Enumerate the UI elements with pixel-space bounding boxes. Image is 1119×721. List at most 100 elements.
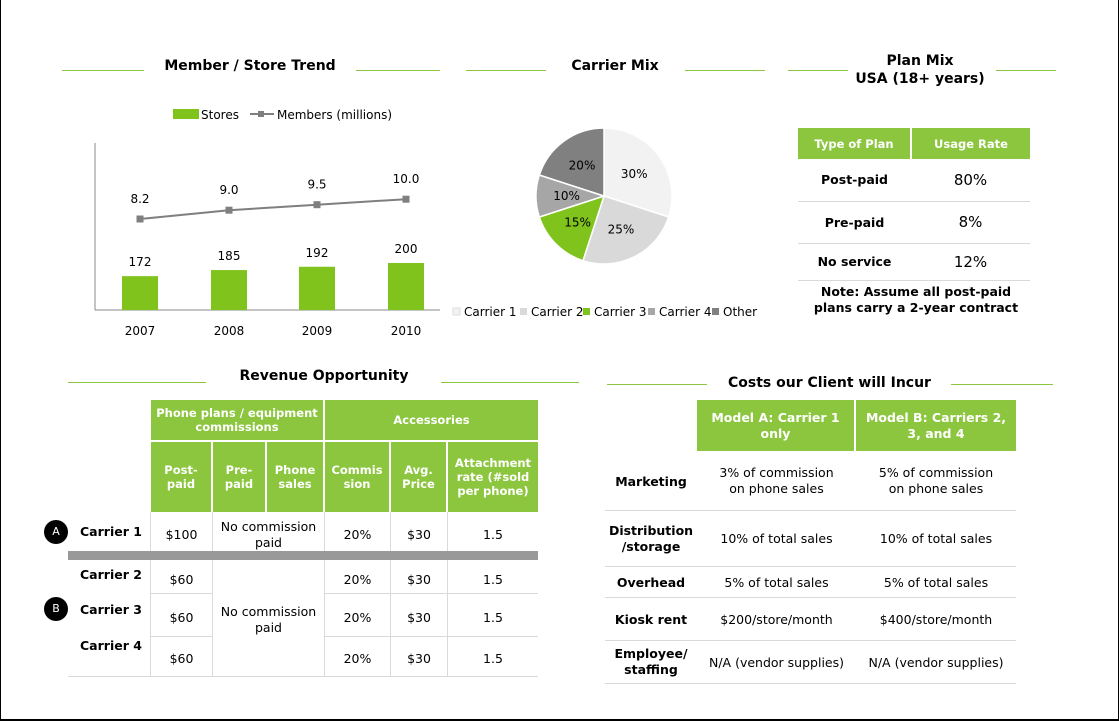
attach-cell: 1.5 <box>483 527 503 542</box>
grid-line <box>325 593 538 594</box>
stores-value-label: 172 <box>129 255 152 269</box>
no-commission-cell: No commission paid <box>220 604 317 635</box>
table-row: No service 12% <box>798 243 1030 280</box>
col-header-attachment: Attachment rate (#sold per phone) <box>448 442 538 512</box>
members-value-label: 8.2 <box>130 192 149 206</box>
legend-stores-label: Stores <box>201 108 239 122</box>
stores-value-label: 185 <box>218 249 241 263</box>
revenue-title: Revenue Opportunity <box>239 368 409 384</box>
revenue-table: Phone plans / equipment commissions Acce… <box>68 400 538 677</box>
x-tick-label: 2010 <box>391 324 422 338</box>
carrier-label: Carrier 1 <box>80 524 142 539</box>
carrier-mix-pie-chart: 30% 25% 15% 10% 20% Carrier 1 Carrier 2 Carrie… <box>452 127 757 319</box>
postpaid-cell: $60 <box>169 651 194 666</box>
pie-legend-swatch <box>452 307 461 316</box>
model-a-cell: $200/store/month <box>720 611 833 627</box>
x-tick-label: 2008 <box>214 324 245 338</box>
model-a-cell: 10% of total sales <box>720 531 833 546</box>
costs-title: Costs our Client will Incur <box>728 375 931 391</box>
pie-legend-label: Carrier 1 <box>464 305 517 319</box>
col-header-commission: Commis sion <box>325 442 389 512</box>
members-point <box>313 201 321 209</box>
title-rule-left <box>607 384 707 385</box>
stores-value-label: 200 <box>395 242 418 256</box>
usage-rate-cell: 8% <box>958 213 983 231</box>
table-row: Pre-paid 8% <box>798 201 1030 243</box>
carrier-label: Carrier 3 <box>80 602 142 617</box>
grid-line <box>605 683 1016 684</box>
x-tick-label: 2007 <box>125 324 156 338</box>
price-cell: $30 <box>407 572 431 587</box>
members-point <box>402 195 410 203</box>
plan-mix-title: Plan Mix USA (18+ years) <box>845 52 995 88</box>
col-header-phone-sales: Phone sales <box>267 442 323 512</box>
grid-line <box>150 512 151 677</box>
carrier-mix-title: Carrier Mix <box>571 58 659 74</box>
group-header-accessories: Accessories <box>325 400 538 440</box>
model-b-cell: 10% of total sales <box>879 531 993 546</box>
legend-members-marker <box>258 111 264 117</box>
attach-cell: 1.5 <box>483 572 503 587</box>
chart-legend: Stores Members (millions) <box>173 108 392 122</box>
title-rule-right <box>356 70 440 71</box>
model-a-cell: 3% of commission on phone sales <box>719 465 834 496</box>
plan-type-cell: Post-paid <box>821 172 888 188</box>
carrier-label: Carrier 2 <box>80 567 142 582</box>
pie-value-label: 15% <box>564 215 591 229</box>
cost-label: Employee/ staffing <box>614 646 688 677</box>
plan-type-header: Type of Plan <box>798 128 912 159</box>
marker-a: A <box>44 520 68 544</box>
stores-bar <box>388 263 424 310</box>
grid-line <box>605 640 1016 641</box>
commission-cell: 20% <box>343 651 372 666</box>
stores-bar <box>299 266 335 310</box>
members-value-label: 9.5 <box>307 178 326 192</box>
pie-value-label: 30% <box>621 167 648 181</box>
col-header-prepaid: Pre- paid <box>213 442 265 512</box>
x-tick-label: 2009 <box>302 324 333 338</box>
col-header-avg-price: Avg. Price <box>391 442 446 512</box>
grid-line <box>447 512 448 677</box>
frame-left-border <box>0 0 1 721</box>
plan-type-cell: Pre-paid <box>824 214 885 230</box>
grid-line <box>325 636 538 637</box>
carrier-label: Carrier 4 <box>80 638 142 653</box>
title-rule-right <box>996 70 1056 71</box>
cost-label: Kiosk rent <box>614 611 688 627</box>
plan-mix-title-line2: USA (18+ years) <box>855 71 985 87</box>
pie-legend-label: Carrier 3 <box>594 305 647 319</box>
price-cell: $30 <box>407 651 431 666</box>
grid-line <box>605 597 1016 598</box>
price-cell: $30 <box>407 610 431 625</box>
title-rule-left <box>788 70 848 71</box>
grid-line <box>605 566 1016 567</box>
pie-legend-swatch <box>712 308 719 315</box>
attach-cell: 1.5 <box>483 610 503 625</box>
model-b-cell: N/A (vendor supplies) <box>868 654 1004 670</box>
pie-legend-label: Other <box>723 305 757 319</box>
grid-line <box>212 512 213 677</box>
stores-value-label: 192 <box>306 246 329 260</box>
member-store-chart: Stores Members (millions) 172 185 192 200 8… <box>94 108 440 338</box>
group-header-phone: Phone plans / equipment commissions <box>151 400 323 440</box>
pie-value-label: 10% <box>553 189 580 203</box>
attach-cell: 1.5 <box>483 651 503 666</box>
title-rule-left <box>62 70 144 71</box>
usage-rate-cell: 12% <box>953 252 988 271</box>
pie-legend-label: Carrier 2 <box>531 305 584 319</box>
table-row: Post-paid 80% <box>798 159 1030 201</box>
commission-cell: 20% <box>343 572 372 587</box>
col-header-postpaid: Post- paid <box>151 442 211 512</box>
pie-slice <box>538 127 605 198</box>
postpaid-cell: $60 <box>169 610 194 625</box>
members-value-label: 9.0 <box>219 183 238 197</box>
model-a-cell: 5% of total sales <box>724 574 829 590</box>
plan-mix-note: Note: Assume all post-paid plans carry a… <box>813 284 1019 315</box>
marker-b: B <box>44 597 68 621</box>
pie-slice <box>582 195 670 265</box>
row-separator <box>68 551 538 560</box>
members-point <box>136 215 144 223</box>
title-rule-right <box>685 70 765 71</box>
model-a-cell: N/A (vendor supplies) <box>709 654 844 670</box>
plan-mix-title-line1: Plan Mix <box>886 53 954 69</box>
